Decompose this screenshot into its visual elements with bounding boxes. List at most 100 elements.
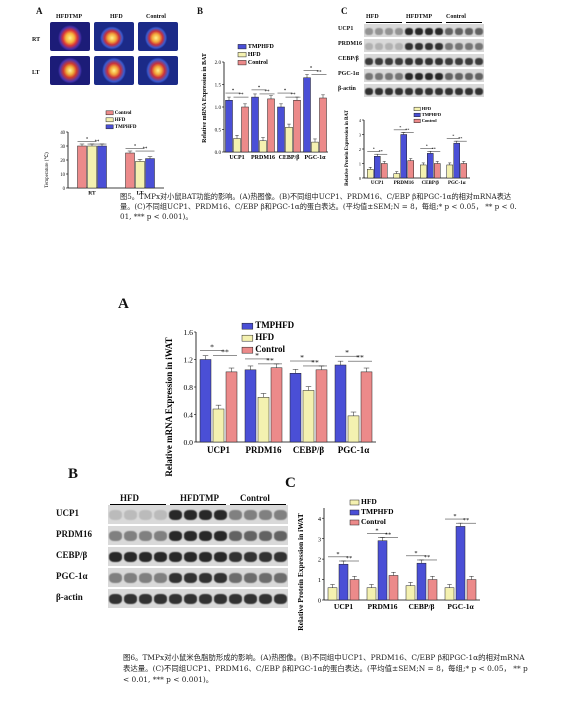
blot-strip xyxy=(364,39,484,52)
bar xyxy=(241,106,249,153)
blot-band xyxy=(259,531,272,541)
bar xyxy=(349,579,360,601)
blot-group-underline xyxy=(230,504,286,505)
blot-band xyxy=(385,57,393,65)
blot-band xyxy=(465,87,473,95)
sig-mark: * xyxy=(310,66,313,72)
bar xyxy=(302,390,315,443)
blot-band xyxy=(244,573,257,583)
legend-swatch xyxy=(349,499,360,506)
blot-band xyxy=(124,552,137,562)
bar xyxy=(212,408,225,443)
bar xyxy=(393,173,400,179)
thermal-image xyxy=(50,56,90,85)
fig5-caption: 图5。TMPx对小鼠BAT功能的影响。(A)热图像。(B)不同组中UCP1、PR… xyxy=(120,192,560,222)
blot-strip xyxy=(364,69,484,82)
fig5-western-blot: HFD HFDTMP Control UCP1 PRDM16 CEBP/β PGC-1α β-… xyxy=(338,14,488,100)
blot-band xyxy=(154,510,167,520)
blot-band xyxy=(184,552,197,562)
x-tick-label: UCP1 xyxy=(334,602,353,611)
x-tick-label: PRDM16 xyxy=(251,155,275,161)
blot-band xyxy=(425,42,433,50)
y-tick-label: 0.8 xyxy=(183,383,193,392)
blot-band xyxy=(199,594,212,604)
y-tick-label: 0.0 xyxy=(215,150,222,156)
blot-band xyxy=(124,510,137,520)
y-tick-label: 20 xyxy=(60,159,65,164)
blot-band xyxy=(455,57,463,65)
blot-band xyxy=(465,72,473,80)
y-tick-label: 0 xyxy=(359,176,361,181)
x-tick-label: PRDM16 xyxy=(246,445,282,455)
y-tick-label: 2.0 xyxy=(215,60,222,66)
blot-band xyxy=(475,27,483,35)
blot-strip xyxy=(108,505,288,524)
blot-band xyxy=(214,510,227,520)
blot-band xyxy=(214,531,227,541)
blot-band xyxy=(445,72,453,80)
legend-label: HFD xyxy=(422,106,432,111)
legend-swatch xyxy=(105,124,114,130)
y-tick-label: 0.0 xyxy=(183,438,193,447)
x-tick-label: PGC-1α xyxy=(304,155,326,161)
blot-band xyxy=(259,552,272,562)
thermal-row-label: LT xyxy=(32,70,40,76)
blot-band xyxy=(154,531,167,541)
bar xyxy=(293,100,301,153)
bar xyxy=(381,163,388,179)
y-tick-label: 30 xyxy=(60,145,65,150)
caption-line: 01, *** p < 0.001)。 xyxy=(120,212,193,221)
legend-swatch xyxy=(349,519,360,526)
fig6-protein-iwat-chart: Relative Protein Expression in iWAT 0 1 2 3… xyxy=(296,497,480,631)
blot-band xyxy=(365,87,373,95)
blot-row-label: PRDM16 xyxy=(56,529,92,540)
blot-band xyxy=(375,72,383,80)
sig-mark: * xyxy=(210,343,214,352)
bar xyxy=(145,158,155,189)
blot-band xyxy=(455,27,463,35)
legend-swatch xyxy=(413,112,421,117)
blot-band xyxy=(395,72,403,80)
blot-band xyxy=(405,72,413,80)
bar xyxy=(311,141,319,153)
blot-band xyxy=(465,57,473,65)
blot-band xyxy=(154,552,167,562)
y-tick-label: 1.0 xyxy=(215,105,222,111)
sig-mark: ** xyxy=(356,353,364,362)
blot-band xyxy=(124,594,137,604)
legend-swatch xyxy=(241,334,254,342)
thermal-col-label: Control xyxy=(146,14,166,20)
legend-swatch xyxy=(237,44,247,50)
blot-group-label: HFD xyxy=(120,493,139,503)
y-tick-label: 3 xyxy=(318,536,321,543)
bar xyxy=(315,369,328,443)
blot-band xyxy=(375,42,383,50)
sig-mark: * xyxy=(134,145,137,150)
blot-band xyxy=(109,510,122,520)
blot-band xyxy=(395,57,403,65)
bar xyxy=(427,153,434,179)
bar xyxy=(367,169,374,179)
bar xyxy=(97,145,107,189)
sig-mark: * xyxy=(232,88,235,94)
blot-strip xyxy=(364,84,484,97)
sig-mark: * xyxy=(345,348,349,357)
blot-band xyxy=(405,42,413,50)
blot-band xyxy=(405,57,413,65)
thermal-image xyxy=(138,56,178,85)
sig-mark: ** xyxy=(463,517,469,524)
blot-group-label: HFDTMP xyxy=(180,493,219,503)
blot-strip xyxy=(108,547,288,566)
blot-band xyxy=(139,531,152,541)
bar xyxy=(444,587,455,601)
sig-mark: ** xyxy=(316,70,322,76)
blot-band xyxy=(259,594,272,604)
legend-swatch xyxy=(413,106,421,111)
bar xyxy=(259,140,267,153)
sig-mark: ** xyxy=(379,149,383,154)
blot-band xyxy=(365,72,373,80)
bar xyxy=(388,575,399,601)
thermal-col-label: HFDTMP xyxy=(56,14,82,20)
bar xyxy=(466,579,477,601)
blot-band xyxy=(229,510,242,520)
